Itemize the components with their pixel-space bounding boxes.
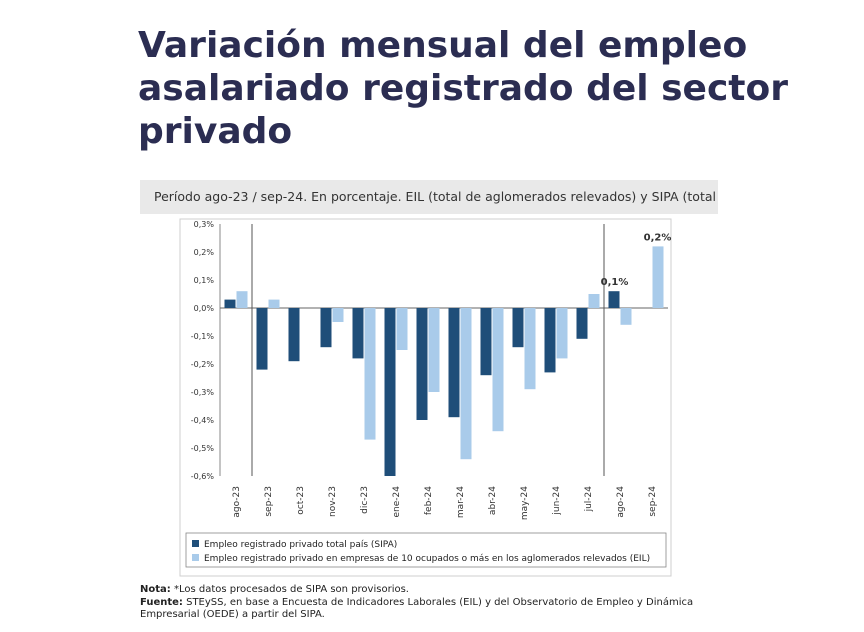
x-tick-label: nov-23 bbox=[328, 486, 338, 517]
x-tick-label: abr-24 bbox=[488, 486, 498, 515]
bar-eil bbox=[588, 294, 600, 308]
y-tick-label: -0,5% bbox=[191, 444, 215, 453]
bar-sipa bbox=[320, 308, 332, 348]
bar-eil bbox=[492, 308, 504, 432]
bar-eil bbox=[396, 308, 408, 350]
bar-eil bbox=[364, 308, 376, 440]
fuente-text: STEySS, en base a Encuesta de Indicadore… bbox=[140, 596, 694, 621]
y-tick-label: 0,3% bbox=[194, 220, 215, 229]
y-tick-label: -0,1% bbox=[191, 332, 215, 341]
fuente-label: Fuente: bbox=[140, 596, 183, 608]
y-tick-label: 0,2% bbox=[194, 248, 215, 257]
legend-swatch-eil bbox=[192, 554, 199, 561]
chart-frame bbox=[179, 218, 672, 577]
bar-sipa bbox=[480, 308, 492, 376]
y-tick-label: -0,3% bbox=[191, 388, 215, 397]
data-label: 0,2% bbox=[644, 232, 672, 243]
slide-title: Variación mensual del empleo asalariado … bbox=[138, 25, 789, 152]
legend-label-eil: Empleo registrado privado en empresas de… bbox=[204, 554, 650, 564]
bar-eil bbox=[428, 308, 440, 392]
bar-eil bbox=[460, 308, 472, 460]
bar-sipa bbox=[544, 308, 556, 373]
legend-swatch-sipa bbox=[192, 540, 199, 547]
y-tick-label: -0,4% bbox=[191, 416, 215, 425]
chart-notes: Nota: *Los datos procesados de SIPA son … bbox=[140, 584, 718, 622]
x-tick-label: sep-23 bbox=[264, 486, 274, 517]
x-tick-label: jun-24 bbox=[552, 486, 562, 516]
data-label: 0,1% bbox=[601, 277, 629, 288]
y-tick-label: 0,0% bbox=[194, 304, 215, 313]
x-tick-label: dic-23 bbox=[360, 486, 370, 514]
bar-sipa bbox=[352, 308, 364, 359]
x-tick-label: may-24 bbox=[520, 486, 530, 520]
bar-sipa bbox=[448, 308, 460, 418]
bar-eil bbox=[268, 299, 280, 308]
x-tick-label: ago-24 bbox=[616, 486, 626, 518]
bar-eil bbox=[524, 308, 536, 390]
legend-label-sipa: Empleo registrado privado total país (SI… bbox=[204, 540, 397, 550]
bar-eil bbox=[620, 308, 632, 325]
legend-box bbox=[185, 532, 667, 568]
x-tick-label: ene-24 bbox=[392, 486, 402, 518]
bar-sipa bbox=[416, 308, 428, 420]
nota-label: Nota: bbox=[140, 584, 171, 595]
x-tick-label: mar-24 bbox=[456, 486, 466, 518]
bar-chart: 0,3% 0,2% 0,1% 0,0% -0,1% -0,2% -0,3% -0,4% -0,5… bbox=[179, 218, 672, 577]
nota-text: *Los datos procesados de SIPA son provis… bbox=[170, 584, 409, 595]
x-tick-label: feb-24 bbox=[424, 486, 434, 515]
x-tick-label: jul-24 bbox=[584, 486, 594, 513]
bar-sipa bbox=[512, 308, 524, 348]
bar-sipa bbox=[384, 308, 396, 476]
bar-sipa bbox=[256, 308, 268, 370]
bar-sipa bbox=[288, 308, 300, 362]
fuente-line: Fuente: STEySS, en base a Encuesta de In… bbox=[140, 597, 718, 622]
y-tick-label: -0,2% bbox=[191, 360, 215, 369]
bar-sipa bbox=[608, 291, 620, 308]
nota-line: Nota: *Los datos procesados de SIPA son … bbox=[140, 584, 718, 597]
bar-eil bbox=[332, 308, 344, 322]
bar-sipa bbox=[576, 308, 588, 339]
x-tick-label: ago-23 bbox=[232, 486, 242, 518]
x-tick-label: oct-23 bbox=[296, 486, 306, 515]
y-tick-label: -0,6% bbox=[191, 472, 215, 481]
bar-eil bbox=[236, 291, 248, 308]
chart-subtitle: Período ago-23 / sep-24. En porcentaje. … bbox=[140, 180, 718, 214]
bar-sipa bbox=[224, 299, 236, 308]
bar-eil bbox=[652, 246, 664, 308]
y-tick-label: 0,1% bbox=[194, 276, 215, 285]
bar-eil bbox=[556, 308, 568, 359]
x-tick-label: sep-24 bbox=[648, 486, 658, 517]
chart-panel: Período ago-23 / sep-24. En porcentaje. … bbox=[140, 180, 718, 582]
